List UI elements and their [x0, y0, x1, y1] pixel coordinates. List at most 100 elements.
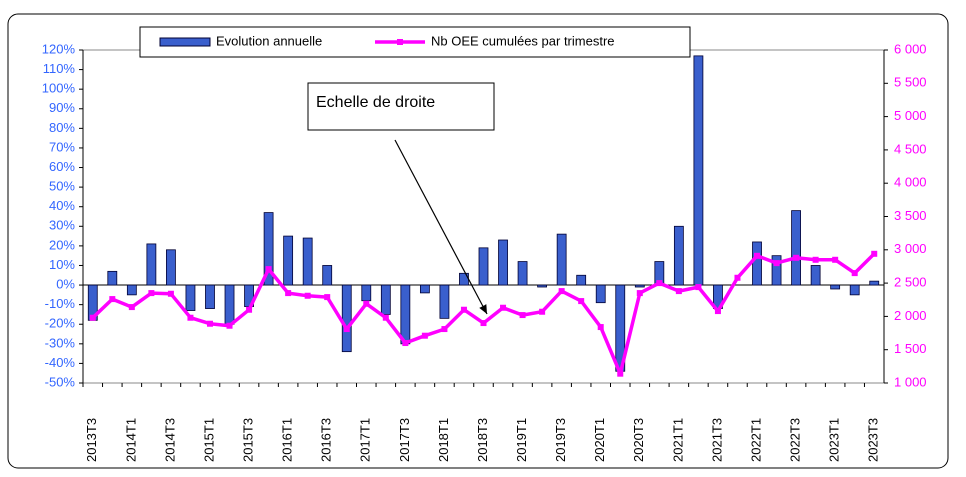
bar [361, 284, 372, 302]
x-tick-label: 2021T3 [709, 418, 724, 462]
x-tick-label: 2020T3 [631, 418, 646, 462]
y2-tick-label: 6 000 [894, 41, 927, 56]
y2-tick-label: 4 000 [894, 175, 927, 190]
bar [459, 272, 469, 286]
x-tick-label: 2017T3 [397, 418, 412, 462]
bar [595, 284, 606, 304]
x-tick-label: 2016T3 [319, 418, 334, 462]
bar [556, 233, 567, 286]
x-tick-label: 2022T1 [748, 418, 763, 462]
x-tick-label: 2013T3 [84, 418, 99, 462]
y-tick-label: -40% [45, 355, 76, 370]
line-marker [754, 252, 761, 259]
annotation-arrow [394, 139, 488, 315]
y-tick-label: 80% [49, 120, 75, 135]
line-marker [832, 256, 839, 263]
x-tick-label: 2016T1 [280, 418, 295, 462]
legend-label: Nb OEE cumulées par trimestre [431, 33, 615, 48]
line-marker [656, 280, 663, 287]
y-tick-label: 60% [49, 159, 75, 174]
y-tick-label: 10% [49, 257, 75, 272]
y-tick-label: 120% [42, 41, 76, 56]
line-marker [851, 270, 858, 277]
y-tick-label: 20% [49, 237, 75, 252]
line-marker [695, 284, 702, 291]
y-tick-label: 0% [56, 276, 75, 291]
x-tick-label: 2023T3 [866, 418, 881, 462]
legend-swatch-marker [397, 39, 403, 45]
line-marker [675, 288, 682, 295]
line-marker [480, 320, 487, 327]
line-marker [148, 290, 155, 297]
y-tick-label: -30% [45, 335, 76, 350]
x-tick-label: 2023T1 [827, 418, 842, 462]
line-marker [636, 290, 643, 297]
line-marker [402, 340, 409, 347]
y-tick-label: 90% [49, 100, 75, 115]
bar [283, 235, 294, 286]
annotation: Echelle de droite [316, 94, 435, 111]
line-marker [246, 306, 253, 313]
x-tick-label: 2020T1 [592, 418, 607, 462]
y-tick-label: 100% [42, 81, 76, 96]
y2-tick-label: 5 500 [894, 75, 927, 90]
bar [322, 265, 333, 286]
legend-swatch [159, 37, 211, 47]
y2-tick-label: 4 500 [894, 141, 927, 156]
bar [478, 247, 489, 286]
line-marker [441, 326, 448, 333]
bar [302, 237, 313, 286]
y-tick-label: 110% [43, 61, 76, 76]
bar [849, 284, 860, 296]
bar [771, 255, 782, 286]
bar [810, 265, 821, 286]
line-marker [773, 260, 780, 267]
x-tick-label: 2015T1 [201, 418, 216, 462]
line-marker [109, 296, 116, 303]
line-marker [324, 294, 331, 301]
bar [146, 243, 157, 286]
line-marker [304, 292, 311, 299]
x-tick-label: 2014T3 [162, 418, 177, 462]
bar [673, 225, 684, 286]
bar [517, 261, 528, 286]
bar [263, 212, 274, 286]
y2-tick-label: 2 000 [894, 308, 927, 323]
y2-tick-label: 1 000 [894, 374, 927, 389]
bar [869, 280, 880, 286]
bar [537, 284, 548, 288]
annotation-box [307, 82, 495, 131]
line-marker [206, 320, 213, 327]
y-tick-label: -50% [45, 374, 76, 389]
line-marker [578, 298, 585, 305]
line-marker [167, 290, 174, 297]
bar [576, 274, 587, 286]
line-marker [421, 332, 428, 339]
bar [185, 284, 196, 311]
line-marker [617, 370, 624, 377]
legend-label: Evolution annuelle [216, 33, 322, 48]
line-marker [539, 308, 546, 315]
y-tick-label: -20% [45, 316, 76, 331]
y-tick-label: 40% [49, 198, 75, 213]
y-tick-label: 50% [49, 179, 75, 194]
line-marker [382, 314, 389, 321]
line-marker [265, 266, 272, 273]
bar [380, 284, 391, 315]
x-tick-label: 2019T1 [514, 418, 529, 462]
bar [830, 284, 841, 290]
bar [205, 284, 215, 309]
y2-tick-label: 2 500 [894, 275, 927, 290]
line-marker [871, 250, 878, 257]
bar [498, 239, 508, 286]
y2-tick-label: 1 500 [894, 341, 927, 356]
x-tick-label: 2017T1 [358, 418, 373, 462]
bar [126, 284, 137, 296]
x-tick-label: 2018T3 [475, 418, 490, 462]
bar [400, 284, 411, 345]
x-tick-label: 2014T1 [123, 418, 138, 462]
line-marker [597, 324, 604, 331]
line-marker [226, 322, 233, 329]
